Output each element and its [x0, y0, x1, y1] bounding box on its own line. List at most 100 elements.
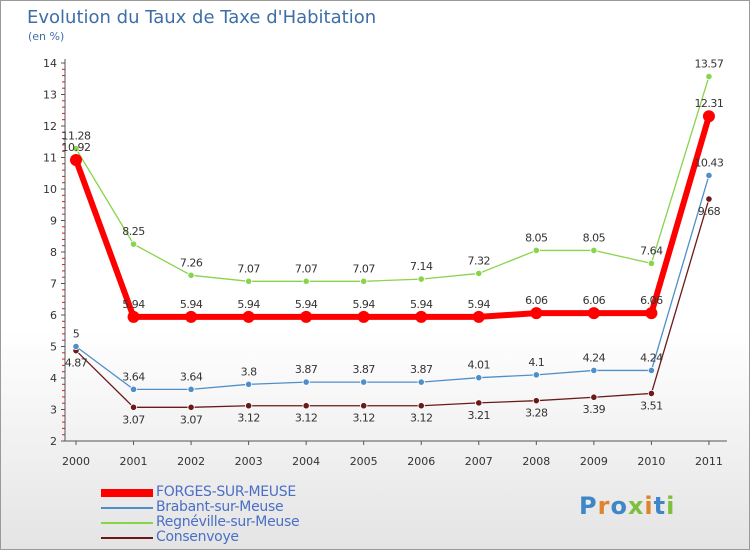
data-point — [245, 402, 253, 410]
data-label: 3.12 — [295, 412, 318, 425]
proxiti-logo: Proxiti — [579, 492, 675, 520]
y-tick-label: 10 — [43, 183, 57, 196]
y-tick-label: 7 — [50, 278, 57, 291]
logo-letter: o — [610, 492, 628, 520]
data-label: 9.68 — [698, 205, 721, 218]
data-point — [300, 310, 313, 323]
data-point — [417, 275, 425, 283]
data-label: 7.64 — [640, 244, 663, 257]
logo-letter: r — [597, 492, 611, 520]
data-label: 3.12 — [352, 412, 375, 425]
series-line — [75, 174, 710, 390]
data-label: 3.64 — [122, 370, 145, 383]
x-tick-label: 2011 — [695, 455, 723, 468]
data-label: 8.05 — [525, 231, 548, 244]
y-axis-unit: (en %) — [28, 30, 65, 43]
data-point — [187, 403, 195, 411]
legend-swatch — [101, 537, 153, 539]
data-point — [532, 371, 540, 379]
legend-label: Consenvoye — [156, 529, 239, 545]
data-label: 8.05 — [583, 231, 606, 244]
data-point — [532, 246, 540, 255]
data-point — [705, 72, 713, 81]
data-label: 7.07 — [295, 262, 318, 275]
x-tick-label: 2009 — [580, 455, 608, 468]
x-tick-label: 2005 — [350, 455, 378, 468]
data-label: 4.87 — [65, 357, 88, 370]
data-point — [302, 378, 310, 386]
data-point — [417, 378, 425, 386]
data-point — [360, 277, 368, 285]
data-label: 4.01 — [468, 359, 491, 372]
y-tick-label: 12 — [43, 120, 57, 133]
data-label: 7.07 — [352, 262, 375, 275]
logo-letter: t — [653, 492, 667, 520]
data-point — [360, 402, 368, 410]
data-label: 4.24 — [583, 351, 606, 364]
data-point — [475, 269, 483, 278]
data-label: 3.28 — [525, 407, 548, 420]
data-label: 7.26 — [180, 256, 203, 269]
legend-label: Brabant-sur-Meuse — [156, 499, 284, 515]
data-label: 3.64 — [180, 370, 203, 383]
data-label: 7.32 — [468, 254, 491, 267]
data-point — [129, 385, 138, 393]
data-point — [647, 366, 656, 375]
data-point — [475, 374, 483, 382]
data-point — [242, 310, 255, 323]
data-label: 3.51 — [640, 399, 663, 412]
y-tick-label: 14 — [43, 57, 57, 70]
data-label: 5.94 — [237, 298, 260, 311]
data-point — [245, 277, 253, 285]
data-label: 6.06 — [583, 294, 606, 307]
data-point — [187, 385, 195, 393]
data-label: 12.31 — [694, 97, 723, 110]
series-line — [75, 75, 710, 282]
data-point — [302, 277, 310, 285]
y-tick-label: 2 — [50, 435, 57, 448]
x-tick-label: 2006 — [407, 455, 435, 468]
data-point — [70, 154, 82, 167]
data-label: 6.06 — [640, 294, 663, 307]
data-point — [647, 389, 656, 398]
data-label: 4.1 — [528, 356, 544, 369]
logo-letter: i — [666, 492, 676, 520]
legend-item: Regnéville-sur-Meuse — [101, 514, 341, 530]
series-line — [73, 113, 712, 320]
data-point — [705, 171, 713, 180]
data-label: 3.21 — [468, 409, 491, 422]
legend-label: Regnéville-sur-Meuse — [156, 514, 300, 530]
y-tick-label: 3 — [50, 404, 57, 417]
data-label: 5.94 — [410, 298, 433, 311]
series-line — [75, 198, 710, 408]
data-point — [590, 366, 598, 375]
data-point — [647, 259, 656, 267]
data-point — [590, 246, 598, 255]
data-label: 3.87 — [410, 363, 433, 376]
x-tick-label: 2008 — [522, 455, 550, 468]
data-label: 3.87 — [352, 363, 375, 376]
legend-item: Consenvoye — [101, 529, 341, 545]
legend-swatch — [101, 522, 153, 524]
chart-legend: FORGES-SUR-MEUSE Brabant-sur-Meuse Regnévi… — [101, 484, 341, 545]
logo-letter: P — [579, 492, 598, 520]
data-label: 6.06 — [525, 294, 548, 307]
data-label: 5.94 — [352, 298, 375, 311]
data-point — [302, 402, 310, 410]
data-point — [417, 402, 425, 410]
y-tick-label: 11 — [43, 152, 57, 165]
legend-swatch — [101, 489, 153, 497]
legend-label: FORGES-SUR-MEUSE — [156, 484, 296, 500]
y-tick-label: 8 — [50, 246, 57, 259]
legend-item: FORGES-SUR-MEUSE — [101, 484, 341, 500]
legend-swatch — [101, 507, 153, 509]
data-point — [72, 145, 80, 153]
data-point — [587, 307, 600, 320]
y-tick-label: 13 — [43, 89, 57, 102]
legend-item: Brabant-sur-Meuse — [101, 499, 341, 515]
data-label: 11.28 — [62, 130, 91, 143]
data-label: 5 — [73, 328, 80, 341]
data-point — [127, 310, 140, 323]
